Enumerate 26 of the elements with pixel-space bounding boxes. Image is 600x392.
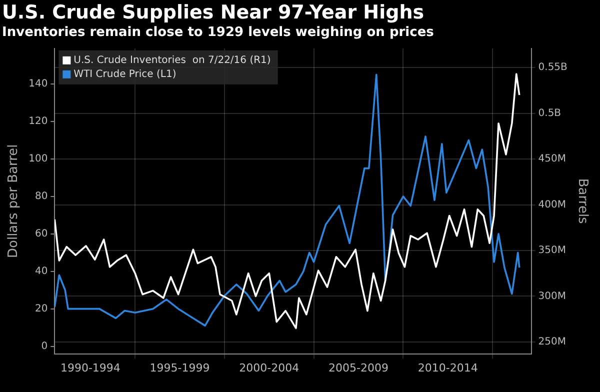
x-tick-label: 1995-1999 [150, 361, 210, 374]
legend-label: WTI Crude Price (L1) [74, 68, 176, 80]
y2-tick-label: 350M [538, 245, 566, 256]
y-tick-label: 100 [28, 154, 48, 165]
y-tick-label: 80 [34, 191, 48, 202]
y-tick-label: 20 [34, 303, 48, 314]
y-tick-label: 60 [34, 228, 48, 240]
x-tick-label: 2000-2004 [239, 361, 300, 374]
y-tick-label: 40 [34, 266, 48, 277]
y2-tick-label: 450M [538, 154, 566, 165]
y2-tick-label: 300M [538, 290, 566, 302]
y-axis-title: Dollars per Barrel [6, 144, 22, 258]
x-tick-label: 2005-2009 [328, 361, 388, 374]
chart-title: U.S. Crude Supplies Near 97-Year Highs [2, 1, 424, 24]
y-tick-label: 120 [28, 116, 48, 128]
legend-label: U.S. Crude Inventories on 7/22/16 (R1) [74, 54, 271, 66]
y-tick-label: 140 [28, 78, 48, 90]
chart-subtitle: Inventories remain close to 1929 levels weighing on prices [2, 24, 434, 40]
x-tick-label: 2010-2014 [418, 361, 478, 374]
y-tick-label: 0 [41, 340, 48, 352]
y2-tick-label: 0.55B [538, 62, 568, 74]
y2-axis-title: Barrels [574, 178, 590, 224]
y2-tick-label: 400M [538, 199, 566, 210]
y2-tick-label: 0.5B [538, 108, 562, 119]
x-tick-label: 1990-1994 [60, 361, 120, 374]
y2-tick-label: 250M [538, 336, 566, 348]
